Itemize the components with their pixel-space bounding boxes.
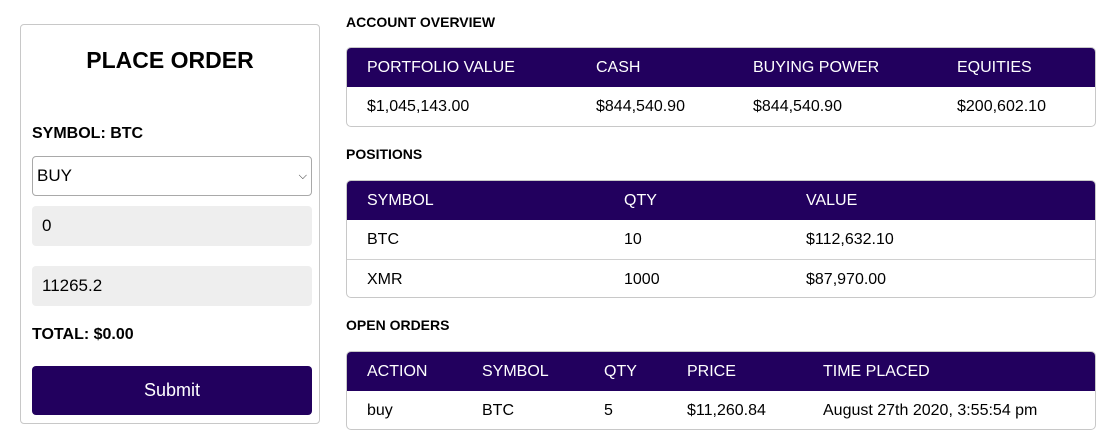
column-header: SYMBOL <box>367 192 434 209</box>
column-header: ACTION <box>367 363 428 380</box>
chevron-down-icon: ⌵ <box>298 169 307 182</box>
order-price: $11,260.84 <box>687 402 766 419</box>
table-header-row: SYMBOL QTY VALUE <box>347 181 1095 220</box>
order-symbol: BTC <box>482 402 514 419</box>
quantity-input[interactable] <box>32 206 312 246</box>
account-overview-title: ACCOUNT OVERVIEW <box>346 14 496 30</box>
place-order-panel: PLACE ORDER SYMBOL: BTC BUY ⌵ TOTAL: $0.… <box>20 24 320 424</box>
column-header: SYMBOL <box>482 363 549 380</box>
column-header: PORTFOLIO VALUE <box>367 59 515 76</box>
order-total: TOTAL: $0.00 <box>32 326 134 343</box>
account-overview-table: PORTFOLIO VALUE CASH BUYING POWER EQUITI… <box>346 47 1096 127</box>
submit-button[interactable]: Submit <box>32 366 312 415</box>
column-header: EQUITIES <box>957 59 1032 76</box>
position-qty: 1000 <box>624 271 660 288</box>
column-header: QTY <box>604 363 637 380</box>
cash-value: $844,540.90 <box>596 98 685 115</box>
table-header-row: ACTION SYMBOL QTY PRICE TIME PLACED <box>347 352 1095 391</box>
position-value: $87,970.00 <box>806 271 887 288</box>
portfolio-value: $1,045,143.00 <box>367 98 470 115</box>
position-qty: 10 <box>624 231 642 248</box>
price-input[interactable] <box>32 266 312 306</box>
position-symbol: XMR <box>367 271 403 288</box>
table-row: $1,045,143.00 $844,540.90 $844,540.90 $2… <box>347 87 1095 126</box>
equities-value: $200,602.10 <box>957 98 1046 115</box>
column-header: VALUE <box>806 192 858 209</box>
buying-power-value: $844,540.90 <box>753 98 842 115</box>
place-order-title: PLACE ORDER <box>86 47 254 73</box>
table-row: buy BTC 5 $11,260.84 August 27th 2020, 3… <box>347 391 1095 429</box>
positions-table: SYMBOL QTY VALUE BTC 10 $112,632.10 XMR … <box>346 180 1096 298</box>
table-row: BTC 10 $112,632.10 <box>347 220 1095 259</box>
table-row: XMR 1000 $87,970.00 <box>347 259 1095 297</box>
positions-title: POSITIONS <box>346 146 423 162</box>
symbol-label: SYMBOL: BTC <box>32 125 144 142</box>
order-qty: 5 <box>604 402 613 419</box>
position-value: $112,632.10 <box>806 231 894 248</box>
position-symbol: BTC <box>367 231 399 248</box>
order-time-placed: August 27th 2020, 3:55:54 pm <box>823 402 1038 419</box>
open-orders-title: OPEN ORDERS <box>346 317 450 333</box>
order-side-value: BUY <box>37 166 72 185</box>
table-header-row: PORTFOLIO VALUE CASH BUYING POWER EQUITI… <box>347 48 1095 87</box>
column-header: BUYING POWER <box>753 59 880 76</box>
order-side-select[interactable]: BUY ⌵ <box>32 156 312 196</box>
column-header: TIME PLACED <box>823 363 930 380</box>
open-orders-table: ACTION SYMBOL QTY PRICE TIME PLACED buy … <box>346 351 1096 430</box>
order-action: buy <box>367 402 393 419</box>
column-header: PRICE <box>687 363 736 380</box>
column-header: CASH <box>596 59 641 76</box>
column-header: QTY <box>624 192 657 209</box>
